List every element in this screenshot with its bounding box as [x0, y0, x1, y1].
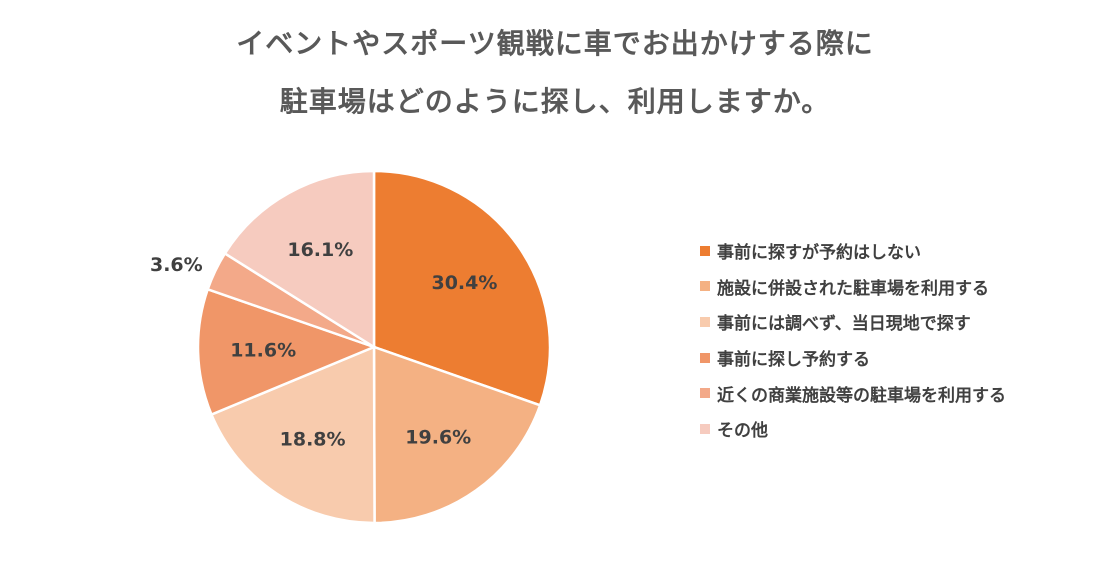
data-label: 19.6% — [405, 426, 471, 448]
legend-label: 施設に併設された駐車場を利用する — [717, 278, 989, 299]
legend-label: 事前には調べず、当日現地で探す — [717, 314, 971, 335]
legend-item: 近くの商業施設等の駐車場を利用する — [700, 375, 1006, 411]
data-label: 18.8% — [280, 428, 346, 450]
pie-slice — [372, 345, 542, 525]
legend-swatch — [700, 316, 710, 327]
legend-label: 事前に探すが予約はしない — [717, 243, 921, 264]
pie-slice — [223, 169, 376, 350]
legend-item: 事前に探すが予約はしない — [700, 233, 1006, 269]
legend-item: 事前には調べず、当日現地で探す — [700, 304, 1006, 340]
data-label: 11.6% — [230, 339, 296, 361]
legend-swatch — [700, 352, 710, 363]
pie-slice — [196, 287, 378, 417]
legend-item: その他 — [700, 411, 1006, 447]
chart-title-line-2: 駐車場はどのように探し、利用しますか。 — [279, 85, 831, 118]
chart-legend: 事前に探すが予約はしない施設に併設された駐車場を利用する 事前には調べず、当日現地… — [700, 233, 1006, 447]
legend-label: その他 — [717, 421, 768, 442]
legend-item: 事前に探し予約する — [700, 340, 1006, 376]
pie-slice — [372, 169, 552, 407]
legend-swatch — [700, 423, 710, 434]
chart-title-line-1: イベントやスポーツ観戦に車でお出かけする際に — [236, 27, 874, 60]
data-label: 3.6% — [150, 254, 203, 276]
data-label: 16.1% — [287, 239, 353, 261]
pie-slice — [209, 345, 376, 525]
legend-label: 近くの商業施設等の駐車場を利用する — [717, 385, 1006, 406]
legend-swatch — [700, 245, 710, 256]
legend-item: 施設に併設された駐車場を利用する — [700, 269, 1006, 305]
legend-swatch — [700, 281, 710, 292]
data-label: 30.4% — [431, 272, 497, 294]
legend-label: 事前に探し予約する — [717, 350, 870, 371]
legend-swatch — [700, 388, 710, 399]
